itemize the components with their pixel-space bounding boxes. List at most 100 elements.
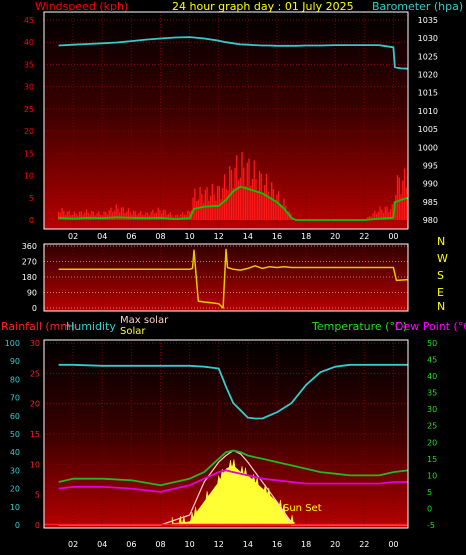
temp-tick-label: 40	[427, 372, 437, 381]
axis-labels: 0202040406060808101012121414161618182020…	[5, 16, 448, 549]
compass-label: W	[437, 252, 448, 265]
wind-tick-label: 25	[24, 105, 34, 114]
rain-tick-label: 25	[30, 369, 40, 378]
rain-tick-label: 30	[30, 339, 40, 348]
wind-tick-label: 35	[24, 60, 34, 69]
wind-direction-line	[58, 248, 409, 309]
compass-label: N	[437, 300, 445, 313]
maxsolar-title: Max solar	[120, 315, 169, 326]
wind-tick-label: 40	[24, 38, 34, 47]
humidity-tick-label: 80	[10, 375, 20, 384]
rain-axis-title: Rainfall (mm)	[1, 320, 75, 333]
temp-tick-label: 35	[427, 389, 437, 398]
wind-tick-label: 20	[24, 127, 34, 136]
humidity-tick-label: 50	[10, 430, 20, 439]
wind-axis-title: Windspeed (kph)	[35, 0, 128, 13]
wind-tick-label: 0	[29, 216, 34, 225]
temp-title: Temperature (°C)	[311, 320, 407, 333]
baro-tick-label: 1015	[418, 89, 438, 98]
x-tick-label-bottom: 08	[155, 540, 165, 549]
compass-label: S	[437, 269, 444, 282]
x-tick-label-top: 06	[126, 232, 136, 241]
wind-tick-label: 30	[24, 83, 34, 92]
baro-tick-label: 995	[423, 161, 438, 170]
wind-tick-label: 45	[24, 16, 34, 25]
panel1-frame	[43, 11, 409, 230]
temp-tick-label: 30	[427, 405, 437, 414]
x-tick-label-bottom: 04	[97, 540, 107, 549]
x-tick-label-top: 20	[330, 232, 340, 241]
x-tick-label-bottom: 22	[359, 540, 369, 549]
chart-title: 24 hour graph day : 01 July 2025	[172, 0, 354, 13]
temp-tick-label: 10	[427, 471, 437, 480]
x-tick-label-bottom: 12	[214, 540, 224, 549]
x-tick-label-bottom: 10	[185, 540, 195, 549]
x-tick-label-top: 04	[97, 232, 107, 241]
baro-tick-label: 1030	[418, 34, 438, 43]
temp-tick-label: 15	[427, 455, 437, 464]
baro-tick-label: 1025	[418, 52, 438, 61]
humidity-tick-label: 100	[5, 339, 20, 348]
x-tick-label-bottom: 20	[330, 540, 340, 549]
x-tick-label-top: 16	[272, 232, 282, 241]
temp-tick-label: -5	[427, 521, 435, 530]
direction-tick-label: 270	[22, 258, 37, 267]
panel3-frame	[43, 339, 409, 529]
rain-tick-label: 5	[35, 491, 40, 500]
baro-tick-label: 1020	[418, 71, 438, 80]
x-tick-label-bottom: 18	[301, 540, 311, 549]
x-tick-label-top: 02	[68, 232, 78, 241]
x-tick-label-top: 08	[155, 232, 165, 241]
dewpoint-line	[58, 469, 408, 493]
baro-tick-label: 1005	[418, 125, 438, 134]
wind-tick-label: 15	[24, 149, 34, 158]
humidity-tick-label: 40	[10, 448, 20, 457]
x-tick-label-top: 18	[301, 232, 311, 241]
rain-tick-label: 0	[35, 521, 40, 530]
barometer-line	[58, 36, 409, 70]
humidity-tick-label: 60	[10, 412, 20, 421]
x-tick-label-bottom: 00	[388, 540, 398, 549]
sunset-label: Sun Set	[283, 503, 322, 514]
x-tick-label-top: 10	[185, 232, 195, 241]
rain-tick-label: 20	[30, 400, 40, 409]
humidity-tick-label: 70	[10, 394, 20, 403]
temp-tick-label: 0	[427, 504, 432, 513]
wind-tick-label: 5	[29, 194, 34, 203]
x-tick-label-bottom: 06	[126, 540, 136, 549]
x-tick-label-bottom: 02	[68, 540, 78, 549]
humidity-line	[58, 363, 408, 420]
x-tick-label-top: 14	[243, 232, 253, 241]
average-wind-line	[58, 185, 409, 221]
temp-tick-label: 20	[427, 438, 437, 447]
x-tick-label-top: 00	[388, 232, 398, 241]
x-tick-label-top: 12	[214, 232, 224, 241]
humidity-tick-label: 20	[10, 485, 20, 494]
humidity-tick-label: 90	[10, 357, 20, 366]
humidity-tick-label: 30	[10, 466, 20, 475]
humidity-tick-label: 10	[10, 503, 20, 512]
baro-tick-label: 1010	[418, 107, 438, 116]
baro-tick-label: 1035	[418, 16, 438, 25]
direction-tick-label: 0	[32, 304, 37, 313]
dewpoint-title: Dew Point (°C)	[395, 320, 466, 333]
x-tick-label-bottom: 14	[243, 540, 253, 549]
baro-tick-label: 985	[423, 198, 438, 207]
baro-tick-label: 1000	[418, 143, 438, 152]
compass-label: E	[437, 286, 444, 299]
solar-title: Solar	[120, 326, 146, 337]
temperature-line	[58, 449, 409, 487]
baro-tick-label: 980	[423, 216, 438, 225]
temp-tick-label: 25	[427, 422, 437, 431]
humidity-title: Humidity	[66, 320, 116, 333]
humidity-tick-label: 0	[15, 521, 20, 530]
direction-tick-label: 90	[27, 289, 37, 298]
rain-tick-label: 10	[30, 460, 40, 469]
temp-tick-label: 5	[427, 488, 432, 497]
wind-tick-label: 10	[24, 172, 34, 181]
rain-tick-label: 15	[30, 430, 40, 439]
compass-label: N	[437, 235, 445, 248]
baro-tick-label: 990	[423, 180, 438, 189]
baro-axis-title: Barometer (hpa)	[372, 0, 463, 13]
